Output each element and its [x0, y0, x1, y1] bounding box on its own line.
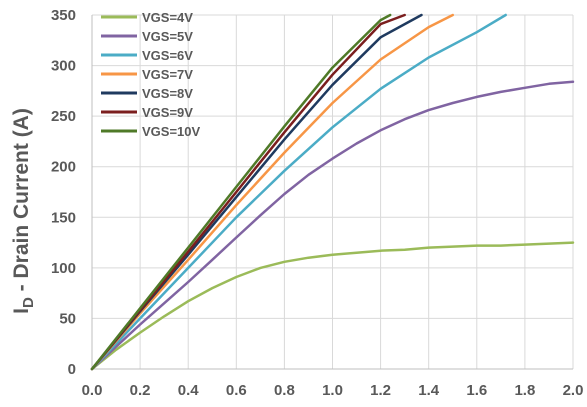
x-tick-label: 0.4 — [178, 382, 200, 399]
x-tick-label: 0.0 — [82, 382, 103, 399]
series-line-vgs-5v — [90, 80, 575, 371]
x-tick-label: 1.8 — [514, 382, 535, 399]
legend-label: VGS=5V — [142, 29, 193, 44]
y-tick-label: 350 — [51, 7, 76, 24]
y-tick-label: 250 — [51, 108, 76, 125]
y-tick-label: 200 — [51, 159, 76, 176]
series-line-vgs-7v — [90, 13, 455, 371]
y-tick-label: 300 — [51, 58, 76, 75]
series-line-vgs-10v — [90, 13, 392, 371]
y-tick-label: 150 — [51, 209, 76, 226]
y-tick-label: 0 — [68, 361, 76, 378]
x-tick-label: 0.6 — [226, 382, 247, 399]
x-tick-label: 1.2 — [370, 382, 391, 399]
x-tick-label: 1.0 — [322, 382, 343, 399]
x-tick-label: 0.2 — [130, 382, 151, 399]
x-tick-label: 2.0 — [563, 382, 584, 399]
series-line-vgs-4v — [90, 241, 575, 371]
y-axis-label-subscript: D — [20, 297, 37, 308]
gridlines — [91, 14, 574, 370]
y-axis-label: ID - Drain Current (A) — [10, 108, 37, 314]
legend-label: VGS=8V — [142, 86, 193, 101]
axes — [91, 15, 573, 370]
legend-label: VGS=10V — [142, 124, 201, 139]
x-tick-label: 1.6 — [466, 382, 487, 399]
legend-label: VGS=7V — [142, 67, 193, 82]
series-line-vgs-6v — [90, 13, 507, 371]
series-lines — [90, 13, 575, 371]
y-axis-label-main: I — [10, 308, 33, 314]
legend-label: VGS=4V — [142, 10, 193, 25]
y-tick-label: 50 — [59, 310, 76, 327]
legend-label: VGS=9V — [142, 105, 193, 120]
legend: VGS=4V VGS=5V VGS=6V VGS=7V VGS=8V VGS=9V VGS=… — [101, 10, 201, 139]
y-tick-label: 100 — [51, 260, 76, 277]
series-line-vgs-9v — [90, 13, 406, 371]
tick-labels: 0 50 100 150 200 250 300 350 0.0 0.2 0.4 0.6 0.8 1.0 1… — [51, 7, 583, 399]
x-tick-label: 0.8 — [274, 382, 295, 399]
y-axis-label-rest: - Drain Current (A) — [10, 108, 33, 297]
x-tick-label: 1.4 — [418, 382, 440, 399]
legend-label: VGS=6V — [142, 48, 193, 63]
